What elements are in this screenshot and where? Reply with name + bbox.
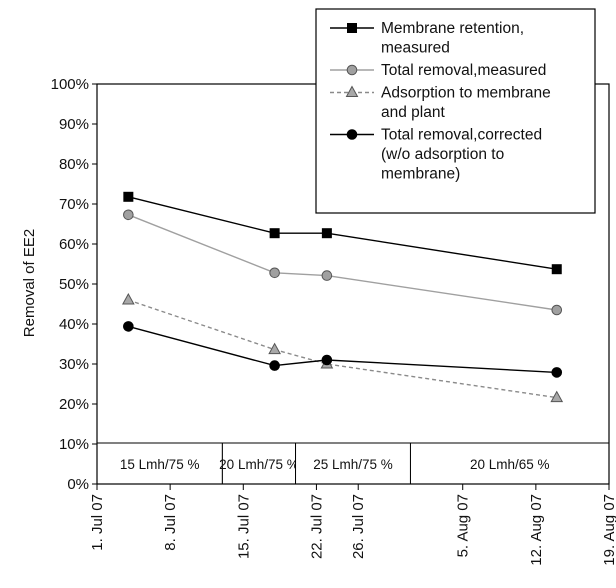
phase-label: 20 Lmh/65 % bbox=[470, 457, 550, 472]
phase-box bbox=[221, 442, 297, 485]
data-point bbox=[123, 321, 134, 332]
legend-label: measured bbox=[381, 40, 450, 57]
y-tick-label: 40% bbox=[59, 316, 89, 333]
series-line bbox=[128, 214, 557, 311]
series-3 bbox=[122, 292, 564, 403]
x-tick-label: 12. Aug 07 bbox=[528, 494, 545, 566]
data-point bbox=[321, 270, 333, 281]
legend-box bbox=[315, 8, 596, 214]
x-tick-label: 19. Aug 07 bbox=[601, 494, 616, 566]
phase-label: 15 Lmh/75 % bbox=[120, 457, 200, 472]
x-tick-label: 15. Jul 07 bbox=[235, 494, 252, 559]
y-tick-label: 70% bbox=[59, 196, 89, 213]
legend-label: and plant bbox=[381, 104, 445, 121]
data-point bbox=[551, 264, 562, 275]
y-tick-label: 60% bbox=[59, 236, 89, 253]
legend-label: Adsorption to membrane bbox=[381, 85, 551, 102]
data-point bbox=[123, 191, 134, 202]
series-4 bbox=[123, 321, 563, 378]
data-point bbox=[269, 228, 280, 239]
data-point bbox=[321, 228, 332, 239]
legend-label: membrane) bbox=[381, 166, 460, 183]
x-tick-label: 26. Jul 07 bbox=[350, 494, 367, 559]
y-tick-label: 100% bbox=[51, 76, 89, 93]
y-tick-label: 20% bbox=[59, 396, 89, 413]
series-2 bbox=[123, 209, 563, 316]
legend-marker bbox=[347, 23, 357, 33]
data-point bbox=[321, 354, 333, 366]
y-tick-label: 50% bbox=[59, 276, 89, 293]
data-point bbox=[122, 292, 135, 305]
legend-label: Total removal,measured bbox=[381, 62, 546, 79]
data-point bbox=[551, 367, 563, 378]
data-point bbox=[269, 267, 280, 279]
series-line bbox=[128, 196, 557, 270]
phase-label: 25 Lmh/75 % bbox=[313, 457, 393, 472]
y-tick-label: 30% bbox=[59, 356, 89, 373]
operating-phases: 15 Lmh/75 % 20 Lmh/75 % 25 Lmh/75 % 20 Lmh/… bbox=[96, 442, 610, 485]
series-1 bbox=[123, 191, 562, 275]
data-point bbox=[550, 390, 564, 403]
axes: 0% 10% 20% 30% 40% 50% 60% 70% 80% 90% 100% 1. Jul … bbox=[51, 76, 616, 566]
data-point bbox=[268, 342, 281, 355]
series-line bbox=[128, 299, 557, 399]
legend-label: (w/o adsorption to bbox=[381, 146, 504, 163]
legend-marker bbox=[346, 129, 358, 140]
data-point bbox=[269, 360, 280, 371]
phase-label: 20 Lmh/75 % bbox=[219, 457, 299, 472]
y-tick-label: 90% bbox=[59, 116, 89, 133]
phase-box bbox=[295, 442, 411, 485]
x-tick-label: 22. Jul 07 bbox=[308, 494, 325, 559]
legend-entry-3: Adsorption to membrane and plant bbox=[330, 85, 551, 121]
phase-box bbox=[409, 442, 610, 485]
x-tick-label: 5. Aug 07 bbox=[455, 494, 472, 557]
y-tick-label: 0% bbox=[67, 476, 89, 493]
y-axis-title: Removal of EE2 bbox=[21, 229, 38, 337]
x-tick-label: 1. Jul 07 bbox=[89, 494, 106, 551]
data-point bbox=[123, 209, 134, 221]
legend-label: Membrane retention, bbox=[381, 20, 524, 37]
phase-box bbox=[96, 442, 223, 485]
series-line bbox=[128, 325, 557, 374]
data-point bbox=[551, 304, 563, 316]
legend-entry-4: Total removal,corrected (w/o adsorption t… bbox=[330, 127, 542, 183]
legend: Membrane retention, measured Total removal… bbox=[315, 8, 596, 214]
x-tick-label: 8. Jul 07 bbox=[162, 494, 179, 551]
y-tick-label: 10% bbox=[59, 436, 89, 453]
legend-entry-1: Membrane retention, measured bbox=[330, 20, 524, 57]
legend-entry-2: Total removal,measured bbox=[330, 62, 546, 79]
legend-label: Total removal,corrected bbox=[381, 127, 542, 144]
data-series bbox=[122, 191, 564, 403]
legend-marker bbox=[346, 64, 358, 76]
y-tick-label: 80% bbox=[59, 156, 89, 173]
legend-marker bbox=[345, 85, 359, 97]
